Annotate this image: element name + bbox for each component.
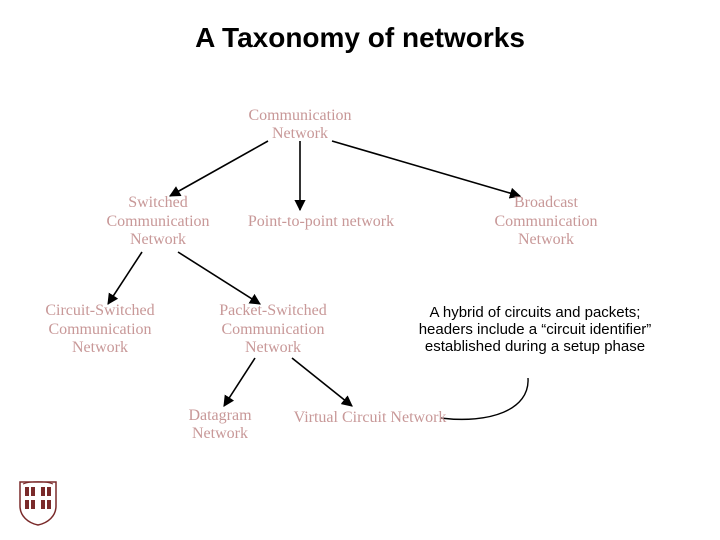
node-line: Communication (471, 213, 621, 231)
node-line: Network (471, 231, 621, 249)
node-line: Network (230, 125, 370, 143)
node-broadcast-communication-network: BroadcastCommunicationNetwork (471, 194, 621, 249)
node-line: Point-to-point network (231, 213, 411, 231)
slide: { "title": { "text": "A Taxonomy of netw… (0, 0, 720, 540)
node-line: Communication (193, 321, 353, 339)
node-datagram-network: DatagramNetwork (160, 407, 280, 444)
university-shield-icon (18, 480, 58, 526)
node-line: Virtual Circuit Network (270, 409, 470, 427)
node-virtual-circuit-network: Virtual Circuit Network (270, 409, 470, 427)
node-line: Communication (83, 213, 233, 231)
node-circuit-switched-network: Circuit-SwitchedCommunicationNetwork (20, 302, 180, 357)
node-point-to-point-network: Point-to-point network (231, 213, 411, 231)
node-line: Switched (83, 194, 233, 212)
node-line: Communication (230, 107, 370, 125)
edge (332, 141, 520, 196)
node-line: Network (83, 231, 233, 249)
edge (170, 141, 268, 196)
node-line: Packet-Switched (193, 302, 353, 320)
diagram-edges (0, 0, 720, 540)
edge (108, 252, 142, 304)
node-communication-network: CommunicationNetwork (230, 107, 370, 144)
node-line: Communication (20, 321, 180, 339)
slide-title: A Taxonomy of networks (0, 22, 720, 54)
node-line: Circuit-Switched (20, 302, 180, 320)
edge (178, 252, 260, 304)
node-line: Network (160, 425, 280, 443)
node-line: Network (20, 339, 180, 357)
node-packet-switched-network: Packet-SwitchedCommunicationNetwork (193, 302, 353, 357)
node-line: Broadcast (471, 194, 621, 212)
annotation-hybrid-circuits-packets: A hybrid of circuits and packets; header… (405, 304, 665, 355)
node-line: Network (193, 339, 353, 357)
node-line: Datagram (160, 407, 280, 425)
edge (292, 358, 352, 406)
node-switched-communication-network: SwitchedCommunicationNetwork (83, 194, 233, 249)
edge (224, 358, 255, 406)
edge-group (108, 141, 520, 406)
